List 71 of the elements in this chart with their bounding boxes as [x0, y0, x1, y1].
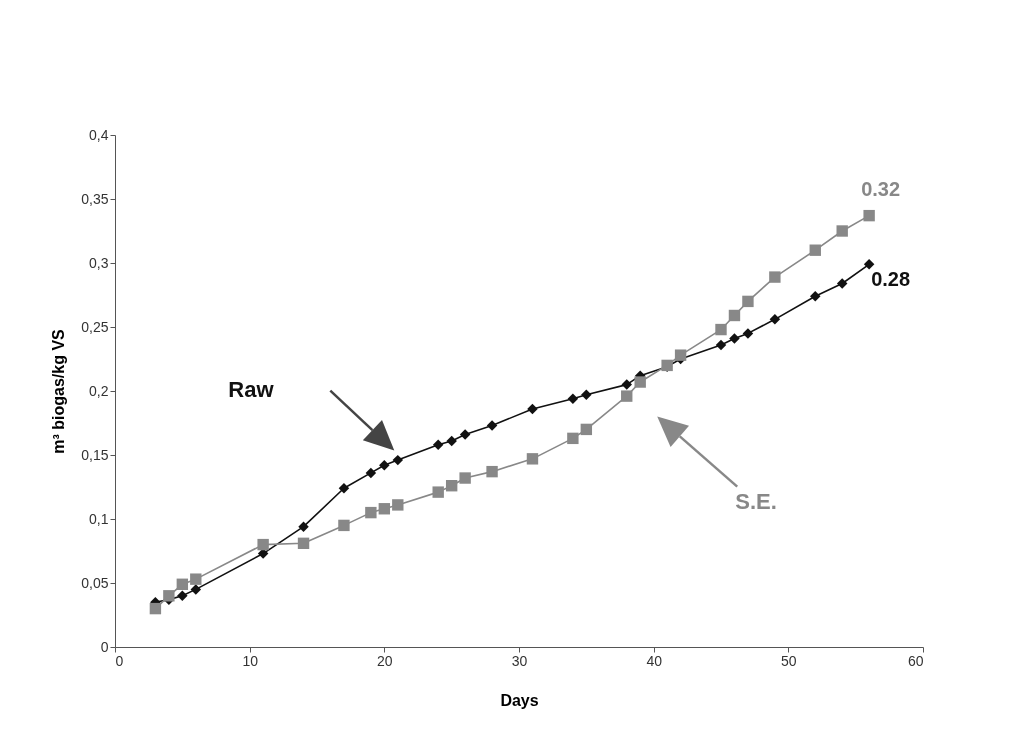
- point: [338, 519, 350, 532]
- y-tick-label: 0,05: [81, 574, 109, 591]
- y-axis-title: m³ biogas/kg VS: [50, 328, 68, 454]
- point: [581, 389, 592, 401]
- text: S.E.: [735, 488, 777, 514]
- point: [176, 578, 189, 590]
- point: [190, 573, 202, 585]
- point: [432, 439, 444, 450]
- point: [567, 432, 579, 445]
- x-tick-label: 0: [115, 652, 124, 669]
- x-tick-label: 10: [242, 652, 259, 669]
- x-tick-label: 30: [511, 652, 528, 669]
- point: [392, 499, 404, 511]
- point: [621, 379, 632, 390]
- point: [836, 225, 848, 237]
- point: [567, 393, 579, 404]
- point: [742, 328, 754, 339]
- text: Raw: [228, 376, 275, 402]
- point: [365, 467, 377, 479]
- point: [446, 435, 457, 447]
- point: [715, 339, 727, 351]
- point: [459, 429, 471, 440]
- x-tick-label: 20: [377, 652, 393, 669]
- point: [378, 503, 391, 515]
- point: [810, 291, 821, 302]
- point: [809, 244, 821, 256]
- point: [338, 483, 350, 494]
- y-tick-label: 0,1: [89, 510, 109, 527]
- point: [621, 390, 633, 402]
- point: [863, 209, 875, 222]
- point: [379, 460, 390, 471]
- point: [257, 538, 269, 551]
- point: [298, 521, 309, 532]
- x-tick-label: 50: [781, 652, 797, 669]
- point: [459, 472, 471, 484]
- point: [729, 333, 740, 344]
- annotation: 0.28: [871, 268, 911, 291]
- x-tick-label: 60: [907, 652, 924, 669]
- point: [163, 590, 175, 602]
- point: [836, 278, 848, 289]
- point: [728, 309, 741, 322]
- point: [445, 480, 458, 492]
- y-tick-label: 0,4: [89, 126, 109, 143]
- point: [297, 537, 310, 550]
- point: [742, 295, 754, 308]
- point: [863, 259, 875, 270]
- point: [190, 584, 202, 595]
- point: [715, 323, 727, 336]
- y-tick-label: 0,35: [81, 190, 109, 207]
- y-tick-label: 0,15: [81, 446, 109, 463]
- x-axis-title: Days: [500, 691, 539, 709]
- point: [769, 271, 781, 283]
- point: [392, 454, 404, 466]
- point: [432, 486, 444, 498]
- point: [486, 465, 498, 478]
- point: [634, 376, 646, 388]
- y-tick-label: 0,2: [89, 382, 109, 399]
- point: [526, 453, 539, 465]
- point: [527, 403, 538, 415]
- y-tick-label: 0,25: [81, 318, 109, 335]
- point: [177, 590, 188, 602]
- point: [365, 506, 377, 519]
- point: [486, 420, 498, 431]
- y-tick-label: 0,3: [89, 254, 109, 271]
- point: [580, 423, 593, 436]
- annotation: 0.32: [861, 177, 901, 200]
- x-tick-label: 40: [646, 652, 663, 669]
- point: [149, 602, 162, 615]
- point: [674, 349, 687, 361]
- y-tick-label: 0: [100, 638, 109, 655]
- point: [769, 314, 781, 325]
